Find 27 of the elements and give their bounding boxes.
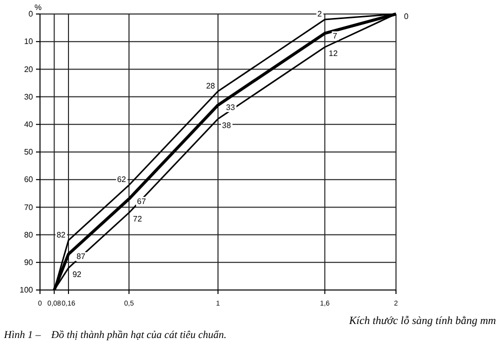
data-label: 72 xyxy=(133,214,142,224)
data-label: 92 xyxy=(72,270,82,279)
data-label: 67 xyxy=(137,196,146,206)
y-tick-label: 10 xyxy=(24,37,34,46)
y-tick-label: 50 xyxy=(24,148,34,157)
data-label: 38 xyxy=(222,120,232,130)
data-label: 62 xyxy=(117,175,127,184)
y-tick-label: 90 xyxy=(24,258,34,267)
y-tick-label: 40 xyxy=(24,120,34,129)
x-axis-title: Kích thước lỗ sàng tính bằng mm xyxy=(348,315,496,327)
y-tick-label: 30 xyxy=(24,92,34,102)
y-tick-label: 100 xyxy=(20,286,34,295)
data-label: 0 xyxy=(404,12,409,21)
text: Hình 1 – Đồ thị thành phần hạt của cát tiêu chuẩn. xyxy=(3,330,227,341)
y-tick-label: 0 xyxy=(28,10,34,19)
data-label: 7 xyxy=(332,31,338,40)
y-axis-title: % xyxy=(34,3,42,12)
data-label: 12 xyxy=(328,49,338,58)
data-label: 33 xyxy=(226,103,236,112)
data-label: 87 xyxy=(76,252,86,262)
data-label: 2 xyxy=(317,10,322,19)
y-tick-label: 70 xyxy=(24,202,34,212)
y-tick-label: 80 xyxy=(24,230,34,240)
y-tick-label: 20 xyxy=(24,64,34,74)
data-label: 82 xyxy=(56,230,66,240)
y-tick-label: 60 xyxy=(24,175,34,184)
data-label: 28 xyxy=(206,81,216,90)
